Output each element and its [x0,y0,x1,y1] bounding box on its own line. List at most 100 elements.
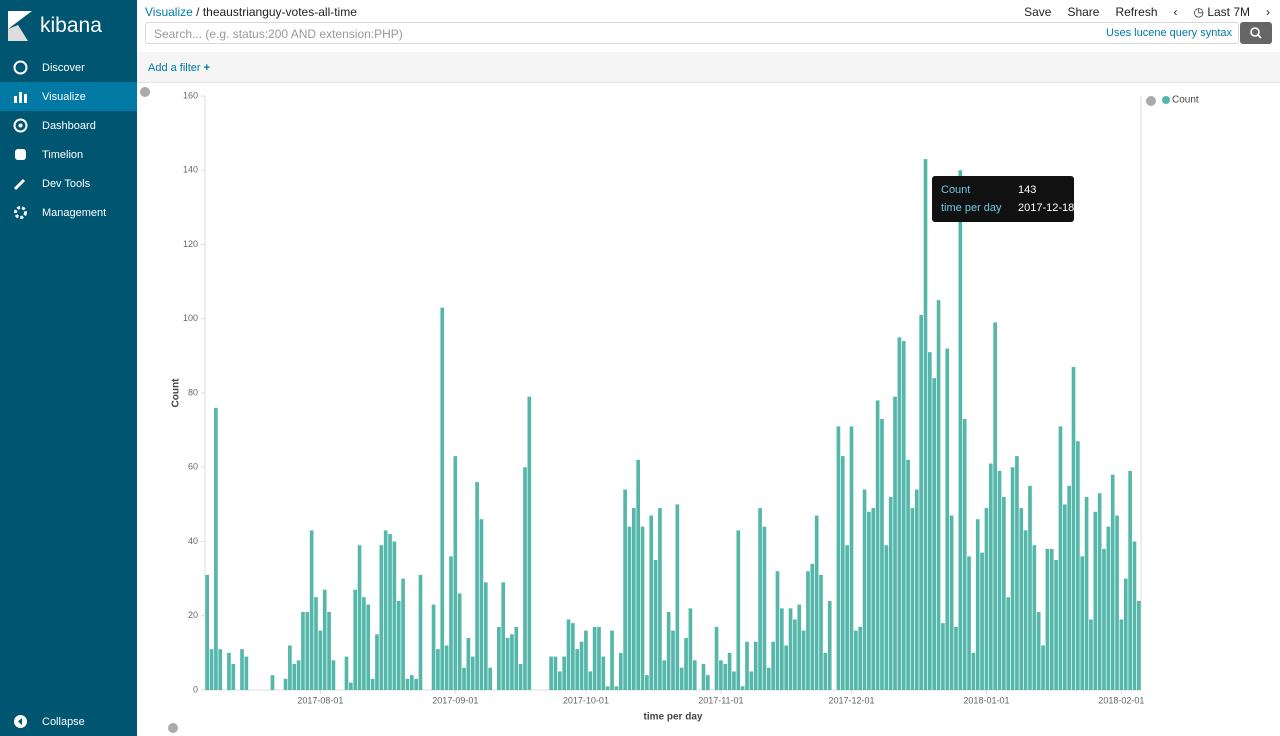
tooltip-value: 2017-12-18 [1018,202,1075,214]
y-tick-label: 140 [183,165,198,175]
nav-item[interactable]: Dashboard [0,111,137,140]
bar [936,300,941,690]
collapse[interactable]: Collapse [0,707,137,736]
bar [753,641,758,690]
bar [662,660,667,690]
nav-item[interactable]: Dev Tools [0,169,137,198]
nav-item[interactable]: Timelion [0,140,137,169]
bar [370,678,375,690]
action[interactable]: Share [1067,5,1100,19]
bar [1080,556,1085,690]
bar [1028,485,1032,690]
bar [771,641,775,690]
bar [758,508,762,690]
bar [305,612,310,690]
syntax-link[interactable]: Uses lucene query syntax [1106,27,1232,39]
bar [910,508,915,690]
bar [875,400,880,690]
bar [941,623,945,690]
legend-toggle[interactable] [1146,96,1156,106]
nav-item[interactable]: Management [0,198,137,227]
x-tick-label: 2018-02-01 [1098,695,1144,705]
bar [283,678,288,690]
bar [740,686,745,690]
bar [1019,508,1024,690]
prev[interactable]: ‹ [1173,5,1178,19]
bar [701,664,706,690]
bar [1106,526,1111,690]
bar [880,418,884,690]
bar [470,656,475,690]
nav-item[interactable]: Discover [0,53,137,82]
nav-label: Timelion [42,148,84,161]
logo-text: kibana [40,14,102,37]
bar [462,667,466,690]
y-tick-label: 100 [183,313,198,323]
bar [549,656,553,690]
bar [318,630,323,690]
bar [845,545,849,690]
bar [1115,515,1119,690]
bar [1132,541,1137,690]
x-tick-label: 2017-09-01 [432,695,478,705]
search-button[interactable] [1240,22,1272,44]
bar [1054,560,1058,690]
bar [688,608,693,690]
bar [801,630,806,690]
bar [732,671,736,690]
time-label: Last 7M [1207,5,1250,19]
bar [1097,493,1102,690]
bar [736,530,741,690]
bar [780,608,784,690]
nav-item[interactable]: Visualize [0,82,137,111]
bar [1076,441,1080,690]
bar [797,604,802,690]
bar [675,504,680,690]
x-tick-label: 2018-01-01 [963,695,1009,705]
bar [396,600,401,690]
bar [1071,367,1076,690]
y-tick-label: 40 [188,536,198,546]
bar [1123,578,1128,690]
bar [631,508,636,690]
bar [810,563,815,690]
bar [1036,612,1041,690]
y-tick-label: 60 [188,462,198,472]
bar [597,626,601,690]
bar [997,470,1002,690]
bar [762,526,767,690]
bar [1102,548,1106,690]
bar [379,545,384,690]
bar [418,574,423,690]
bar [270,675,275,690]
bar [331,660,336,690]
tooltip-value: 143 [1018,184,1037,196]
bar [871,508,876,690]
bar [362,597,366,690]
crumb-link[interactable]: Visualize [145,5,193,19]
action[interactable]: Refresh [1115,5,1158,19]
bar [893,396,897,690]
nav-label: Discover [42,61,85,74]
bar [214,407,218,690]
next[interactable]: › [1266,5,1270,19]
bar [671,630,675,690]
add-filter[interactable]: Add a filter + [148,62,211,74]
bar [431,604,436,690]
toggle[interactable] [140,87,150,97]
bar [840,456,845,690]
action[interactable]: Save [1024,5,1052,19]
spy-toggle[interactable] [168,723,178,733]
x-tick-label: 2017-11-01 [698,695,743,705]
bar [518,664,523,690]
bar [205,574,210,690]
tooltip-label: Count [941,184,971,196]
time-picker[interactable]: ◷ Last 7M [1193,5,1251,19]
bar [862,489,867,690]
bar [679,667,684,690]
bar [392,541,397,690]
chart: Count time per day 0 20 40 60 80 100 120 140 160… [140,87,1199,733]
bar [483,582,488,690]
search-input[interactable]: Search... (e.g. status:200 AND extension… [145,22,1239,44]
